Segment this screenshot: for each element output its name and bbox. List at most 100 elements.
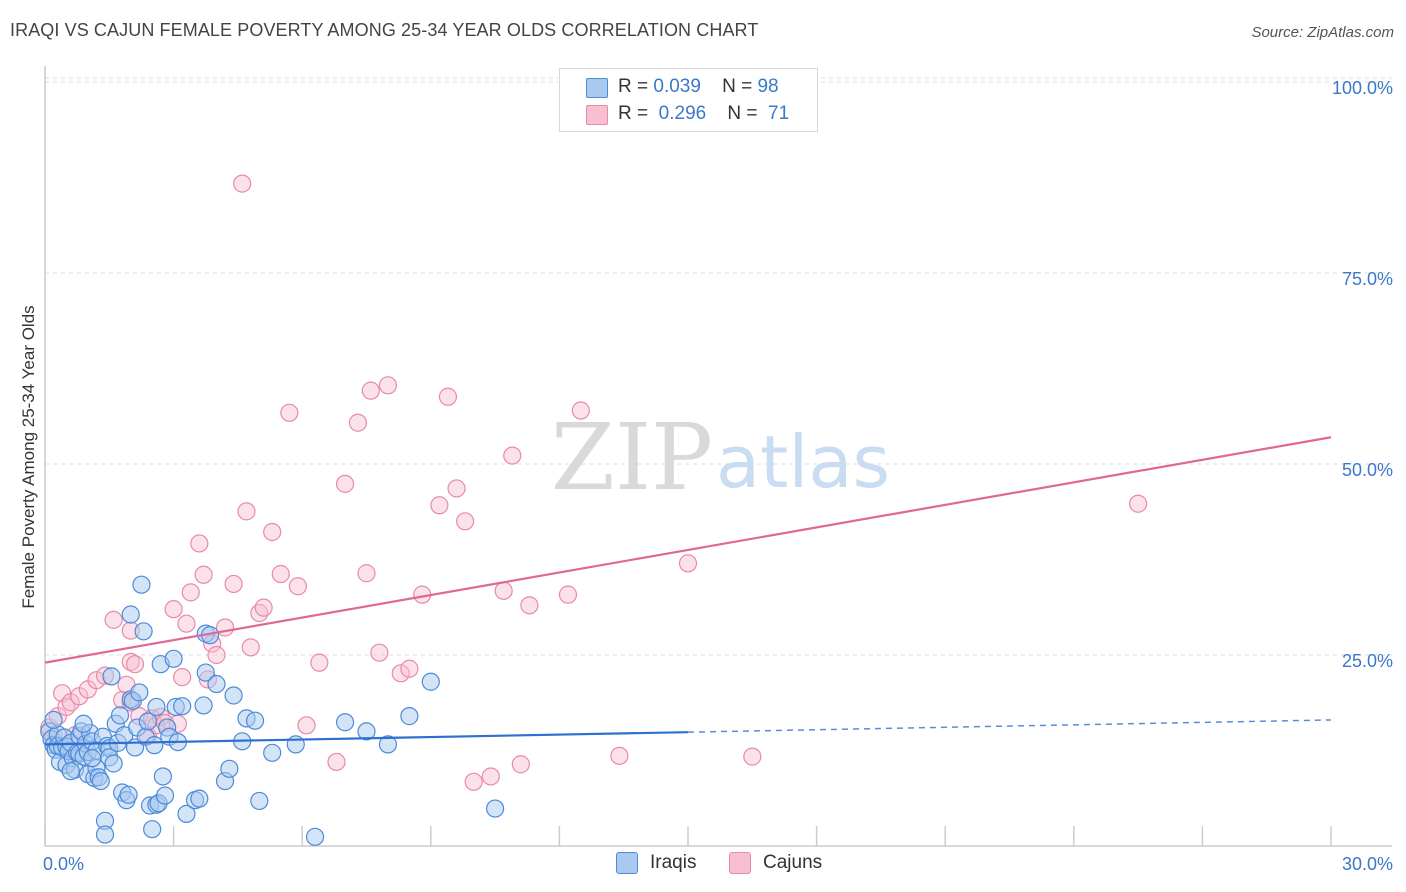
trend-lines [44,436,1332,746]
cajuns-legend-label: Cajuns [763,852,823,873]
iraqis-point [134,622,153,641]
cajuns-point [104,610,123,629]
iraqis-point [177,804,196,824]
cajuns-r-label: R = [618,103,649,124]
cajuns-point [430,496,449,515]
iraqis-point [194,696,213,715]
iraqis-point [104,754,123,773]
cajuns-point [164,600,183,619]
cajuns-point [503,446,522,465]
cajuns-point [224,574,243,594]
cajuns-legend-swatch [729,852,751,874]
cajuns-point [678,554,698,573]
cajuns-point [233,174,252,193]
cajuns-r-value: 0.296 [658,103,707,124]
chart-title: IRAQI VS CAJUN FEMALE POVERTY AMONG 25-3… [10,20,759,40]
iraqis-point [378,735,398,754]
iraqis-point [263,743,282,762]
cajuns-point [743,747,762,766]
iraqis-point [245,711,265,730]
iraqis-point [224,686,243,705]
iraqis-point [173,697,192,716]
iraqis-point [250,791,269,811]
cajuns-point [391,664,410,683]
cajuns-n-value: 71 [768,103,790,124]
iraqis-n-value: 98 [757,76,779,97]
iraqis-point [196,663,215,682]
cajuns-point [181,583,200,602]
iraqis-point [220,759,239,778]
iraqis-point [400,707,419,726]
y-tick-label: 100.0% [1332,78,1393,98]
iraqis-point [147,697,166,717]
cajuns-point [177,614,196,633]
source-label: Source: ZipAtlas.com [1251,24,1394,41]
cajuns-point [263,522,282,542]
cajuns-point [370,643,389,662]
cajuns-point [310,653,329,672]
cajuns-point [571,401,590,420]
cajuns-point [271,564,290,584]
iraqis-point [164,649,183,668]
iraqis-point [130,683,149,702]
cajuns-point [610,746,629,765]
legend-item-iraqis: Iraqis [616,852,696,874]
cajuns-point [241,638,260,657]
cajuns-point [335,474,355,493]
cajuns-point [447,479,466,498]
iraqis-point [91,771,110,791]
iraqis-trend-extension [687,719,1332,733]
cajuns-point [237,502,256,521]
iraqis-point [335,713,355,732]
iraqis-point [110,706,130,725]
correlation-legend: R = 0.039 N = 98 R = 0.296 N = 71 [559,68,818,132]
cajuns-point [215,618,235,637]
iraqis-point [102,667,121,686]
axes [44,66,1392,847]
iraqis-point [357,722,376,741]
cajuns-point [464,772,483,791]
tick-labels: 25.0% 50.0% 75.0% 100.0% 0.0% 30.0% [43,78,1393,874]
iraqis-swatch [586,78,608,98]
cajuns-trend-line [44,436,1332,664]
cajuns-point [481,767,500,786]
legend-item-cajuns: Cajuns [729,852,822,874]
cajuns-point [357,564,376,583]
iraqis-point [44,710,63,730]
iraqis-point [119,785,138,804]
cajuns-point [520,596,539,615]
iraqis-point [61,762,80,781]
x-tick-label: 30.0% [1342,854,1393,874]
iraqis-point [132,575,151,594]
iraqis-point [74,714,93,733]
iraqis-point [145,736,164,755]
iraqis-point [305,827,325,846]
cajuns-point [190,534,209,553]
iraqis-legend-label: Iraqis [650,852,697,873]
iraqis-point [143,820,162,839]
cajuns-point [378,376,398,395]
cajuns-point [297,716,316,735]
watermark: ZIP atlas [551,404,890,511]
cajuns-point [327,752,346,772]
cajuns-point [494,581,513,600]
iraqis-n-label: N = [722,76,753,97]
cajuns-point [511,755,530,774]
cajuns-point [455,512,475,531]
cajuns-point [288,577,308,596]
cajuns-point [348,413,368,432]
iraqis-point [190,789,209,808]
iraqis-point [153,767,172,786]
grid-lines [45,77,1392,656]
iraqis-point [155,786,175,805]
iraqis-point [121,605,140,624]
cajuns-n-label: N = [727,103,758,124]
y-tick-label: 75.0% [1342,269,1393,289]
cajuns-point [173,668,192,687]
cajuns-point [194,565,213,584]
cajuns-point [400,659,419,678]
y-tick-label: 50.0% [1342,460,1393,480]
cajuns-point [254,598,273,617]
cajuns-point [207,645,226,665]
